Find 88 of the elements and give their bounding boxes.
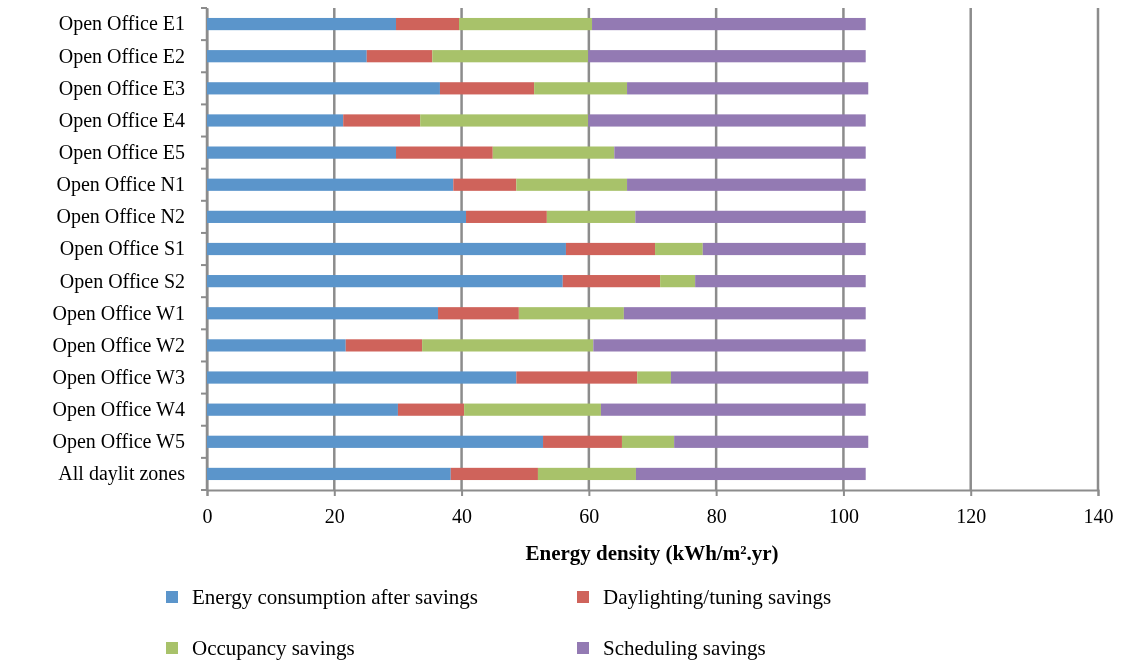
y-tick-label: Open Office W2 <box>52 333 185 357</box>
y-tick-label: Open Office N1 <box>56 173 185 197</box>
bar <box>588 114 866 127</box>
bar <box>635 467 866 481</box>
bar <box>565 242 656 256</box>
bar <box>207 178 454 191</box>
bar <box>345 339 423 352</box>
y-tick-label: Open Office W3 <box>52 365 185 389</box>
y-tick-label: Open Office S2 <box>59 269 185 293</box>
bar <box>627 82 869 95</box>
bar <box>207 146 397 159</box>
bar <box>655 242 703 256</box>
bar <box>518 307 624 320</box>
bar <box>397 403 465 416</box>
bar <box>516 178 628 191</box>
bar <box>207 467 451 481</box>
bar <box>396 146 493 159</box>
bar <box>593 339 866 352</box>
bar <box>207 275 563 288</box>
x-tick-label: 60 <box>579 505 600 527</box>
bar <box>207 339 346 352</box>
bar <box>588 50 866 63</box>
bar <box>492 146 615 159</box>
bar <box>207 210 467 223</box>
bar <box>600 403 866 416</box>
y-tick-label: All daylit zones <box>58 462 186 486</box>
bar <box>420 114 589 127</box>
bar <box>438 307 519 320</box>
bar <box>627 178 866 191</box>
bar <box>207 371 517 384</box>
legend-label: Occupancy savings <box>192 636 355 660</box>
bar <box>562 275 661 288</box>
y-tick-label: Open Office E2 <box>58 44 185 68</box>
legend-label: Daylighting/tuning savings <box>603 585 832 609</box>
bar <box>543 435 622 448</box>
y-tick-label: Open Office W5 <box>52 430 185 454</box>
bar <box>207 82 440 95</box>
bar <box>534 82 628 95</box>
x-tick-label: 20 <box>324 505 345 527</box>
y-tick-label: Open Office W4 <box>52 398 185 422</box>
bar <box>670 371 869 384</box>
bar <box>207 114 344 127</box>
bar <box>516 371 638 384</box>
bar <box>546 210 636 223</box>
bar <box>207 50 367 63</box>
x-tick-label: 120 <box>956 505 987 527</box>
x-tick-label: 100 <box>828 505 859 527</box>
bar <box>432 50 589 63</box>
bar <box>207 307 439 320</box>
x-tick-label: 140 <box>1083 505 1114 527</box>
bar <box>623 307 866 320</box>
y-tick-label: Open Office E5 <box>58 141 185 164</box>
bar <box>453 178 517 191</box>
bar <box>466 210 547 223</box>
bar <box>621 435 675 448</box>
y-tick-label: Open Office S1 <box>59 237 185 261</box>
x-tick-label: 80 <box>706 505 727 527</box>
y-tick-label: Open Office E1 <box>58 12 185 36</box>
bar <box>592 17 866 31</box>
bar <box>207 435 544 448</box>
y-tick-label: Open Office N2 <box>56 205 185 229</box>
bar <box>207 17 397 31</box>
bar <box>207 403 398 416</box>
y-tick-label: Open Office E3 <box>58 76 185 100</box>
bar <box>343 114 421 127</box>
x-tick-label: 0 <box>202 505 213 527</box>
bar <box>396 17 460 31</box>
y-tick-label: Open Office E4 <box>58 108 185 132</box>
y-tick-label: Open Office W1 <box>52 301 185 325</box>
legend-label: Energy consumption after savings <box>192 585 478 609</box>
bar <box>635 210 866 223</box>
bar <box>614 146 866 159</box>
x-tick-label: 40 <box>452 505 473 527</box>
bar <box>537 467 636 481</box>
bar <box>637 371 671 384</box>
bar <box>439 82 535 95</box>
x-axis-title: Energy density (kWh/m².yr) <box>525 541 779 565</box>
bar <box>674 435 869 448</box>
legend-label: Scheduling savings <box>603 636 766 660</box>
bar <box>695 275 866 288</box>
bar <box>422 339 594 352</box>
bar <box>450 467 538 481</box>
bar <box>660 275 696 288</box>
bar <box>459 17 593 31</box>
bar <box>207 242 566 256</box>
bar <box>702 242 866 256</box>
bar <box>464 403 601 416</box>
bar <box>366 50 433 63</box>
